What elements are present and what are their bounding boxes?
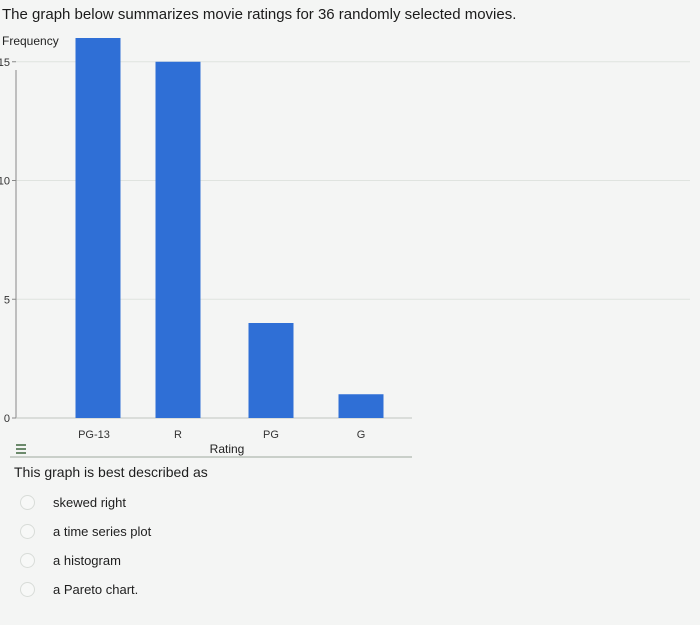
- bar-r: [155, 61, 201, 418]
- bar-pg-13: [75, 38, 121, 418]
- question-text: This graph is best described as: [14, 464, 208, 480]
- radio-button[interactable]: [20, 524, 35, 539]
- option-time-series-plot[interactable]: a time series plot: [20, 517, 151, 546]
- bar-pg: [248, 323, 294, 418]
- option-pareto-chart[interactable]: a Pareto chart.: [20, 575, 151, 604]
- radio-button[interactable]: [20, 582, 35, 597]
- option-histogram[interactable]: a histogram: [20, 546, 151, 575]
- answer-options: skewed right a time series plot a histog…: [20, 488, 151, 604]
- x-tick-label: PG-13: [78, 429, 110, 441]
- option-label: a Pareto chart.: [53, 582, 139, 597]
- option-label: a histogram: [53, 553, 121, 568]
- menu-icon[interactable]: [16, 444, 26, 454]
- x-tick-label: G: [357, 429, 366, 441]
- question-prompt: The graph below summarizes movie ratings…: [2, 6, 517, 23]
- x-tick-label: R: [174, 429, 182, 441]
- y-axis-label: Frequency: [2, 34, 59, 48]
- radio-button[interactable]: [20, 495, 35, 510]
- x-tick-label: PG: [263, 429, 279, 441]
- radio-button[interactable]: [20, 553, 35, 568]
- option-skewed-right[interactable]: skewed right: [20, 488, 151, 517]
- option-label: skewed right: [53, 495, 126, 510]
- bar-g: [338, 394, 384, 418]
- bar-chart: 0 5 10 15 PG-13 R PG G Rating: [0, 38, 690, 456]
- y-tick-label: 10: [0, 176, 10, 188]
- divider: [10, 456, 412, 458]
- option-label: a time series plot: [53, 524, 152, 539]
- y-tick-label: 5: [4, 294, 10, 306]
- x-axis-label: Rating: [210, 442, 245, 456]
- y-tick-label: 0: [4, 413, 10, 425]
- y-tick-label: 15: [0, 57, 10, 69]
